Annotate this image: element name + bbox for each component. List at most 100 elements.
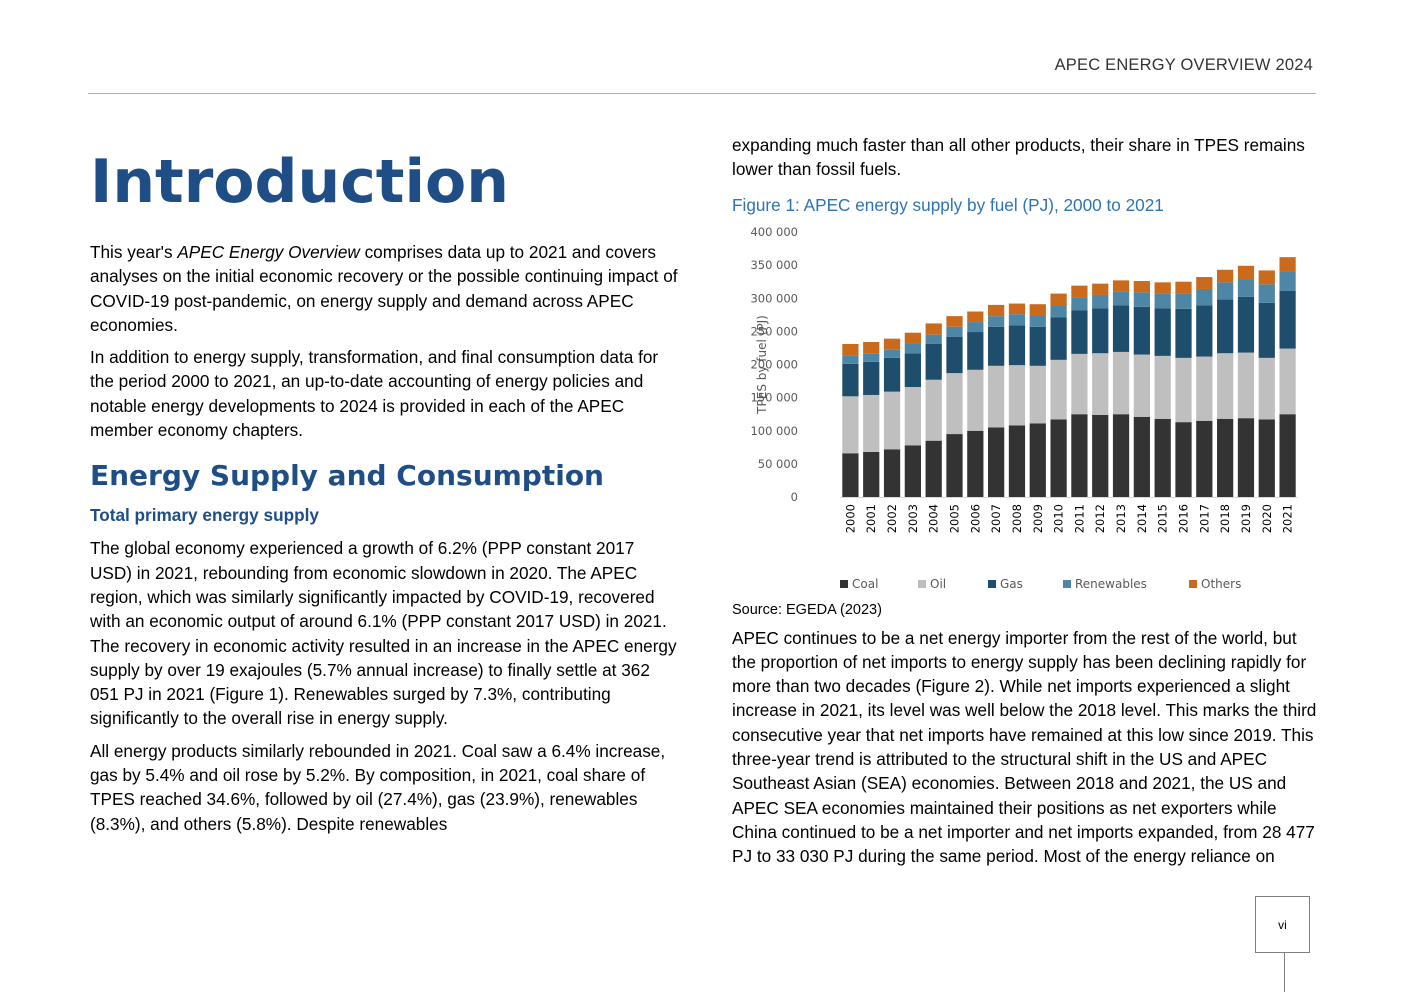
bar-others-2019 [1237,265,1255,279]
bar-oil-2013 [1112,351,1130,414]
bar-gas-2014 [1133,306,1150,355]
bar-gas-2001 [863,361,880,395]
sub-heading: Total primary energy supply [90,505,319,526]
legend-swatch-gas [988,579,996,588]
bar-renewables-2011 [1071,297,1088,310]
bar-gas-2015 [1154,307,1171,356]
bar-coal-2020 [1258,419,1275,497]
bar-gas-2007 [988,326,1005,366]
bar-coal-2008 [1008,425,1026,497]
page-number: vi [1255,896,1310,953]
bar-others-2004 [925,323,942,335]
bar-others-2001 [863,341,880,353]
bar-gas-2005 [946,336,963,373]
bar-coal-2001 [863,451,880,497]
bar-renewables-2003 [904,343,921,353]
x-tick-label: 2017 [1197,504,1211,533]
bar-coal-2011 [1071,413,1088,497]
page-number-rule [1284,953,1285,992]
bar-oil-2019 [1237,352,1255,418]
bar-oil-2009 [1029,365,1046,424]
bar-gas-2016 [1175,308,1192,358]
bar-oil-2003 [904,386,921,445]
bar-oil-2012 [1092,352,1109,415]
section-heading: Energy Supply and Consumption [90,459,604,493]
bar-oil-2021 [1279,348,1296,414]
right-column: expanding much faster than all other pro… [732,133,1317,877]
bar-oil-2011 [1071,353,1088,414]
legend-label-oil: Oil [930,577,946,591]
publication-title: APEC Energy Overview [177,242,360,262]
bar-coal-2009 [1029,423,1046,497]
x-tick-label: 2011 [1072,504,1086,533]
bar-oil-2006 [967,369,984,431]
bar-others-2013 [1112,279,1130,292]
bar-oil-2000 [842,395,859,453]
bar-coal-2010 [1050,419,1067,497]
y-tick-label: 100 000 [750,423,798,437]
bar-renewables-2005 [946,326,963,337]
bar-oil-2015 [1154,355,1171,419]
chart-svg: TPES by fuel (PJ) 0 50 000 100 000 150 000 20… [750,225,1298,591]
bar-others-2018 [1217,269,1234,282]
x-tick-label: 2013 [1114,504,1128,533]
bar-oil-2016 [1175,357,1192,422]
left-column: Introduction This year's APEC Energy Ove… [90,140,680,844]
body-paragraph-4: All energy products similarly rebounded … [90,740,666,834]
page-title: Introduction [90,147,509,217]
bar-renewables-2001 [863,352,880,362]
bar-gas-2021 [1279,290,1296,349]
bar-others-2020 [1258,270,1275,284]
bar-coal-2006 [967,430,984,497]
bar-coal-2002 [883,448,901,497]
y-axis-title: TPES by fuel (PJ) [755,315,769,415]
figure-caption: Figure 1: APEC energy supply by fuel (PJ… [732,194,1164,215]
bar-coal-2019 [1237,417,1255,497]
bar-others-2014 [1133,280,1150,292]
x-tick-label: 2007 [989,504,1003,533]
legend-swatch-others [1189,579,1197,588]
bar-gas-2013 [1112,305,1130,352]
bar-renewables-2021 [1279,270,1296,291]
bar-renewables-2000 [842,355,859,364]
x-tick-label: 2002 [885,504,899,533]
x-tick-label: 2006 [968,504,982,533]
bar-gas-2008 [1008,325,1026,365]
legend-label-gas: Gas [1000,577,1023,591]
bar-others-2002 [883,338,901,349]
x-tick-label: 2010 [1052,504,1066,533]
bar-oil-2007 [988,365,1005,428]
bar-coal-2005 [946,433,963,497]
bar-others-2010 [1050,293,1067,306]
figure-source: Source: EGEDA (2023) [732,601,882,618]
bar-renewables-2006 [967,321,984,332]
bar-others-2007 [988,304,1005,316]
bar-oil-2014 [1133,354,1150,417]
x-tick-label: 2016 [1177,504,1191,533]
bar-others-2009 [1029,303,1046,316]
bar-oil-2020 [1258,357,1275,420]
y-tick-label: 50 000 [758,456,798,470]
body-paragraph-3: The global economy experienced a growth … [90,538,677,729]
bar-coal-2014 [1133,416,1150,497]
bar-renewables-2007 [988,315,1005,327]
bar-others-2021 [1279,256,1296,271]
bar-others-2016 [1175,281,1192,294]
y-tick-label: 400 000 [750,225,798,239]
x-tick-label: 2019 [1239,504,1253,533]
bar-others-2012 [1092,283,1109,295]
bar-oil-2010 [1050,359,1067,420]
bar-renewables-2016 [1175,293,1192,309]
bar-renewables-2017 [1196,288,1213,306]
bar-renewables-2009 [1029,315,1046,327]
bar-gas-2003 [904,352,921,387]
legend-swatch-renewables [1063,579,1071,588]
header-rule [88,93,1316,94]
bar-coal-2016 [1175,421,1192,497]
x-tick-label: 2018 [1218,504,1232,533]
x-tick-label: 2012 [1093,504,1107,533]
bar-renewables-2008 [1008,313,1026,326]
bar-others-2017 [1196,276,1213,289]
x-tick-label: 2015 [1156,504,1170,533]
x-tick-label: 2009 [1031,504,1045,533]
